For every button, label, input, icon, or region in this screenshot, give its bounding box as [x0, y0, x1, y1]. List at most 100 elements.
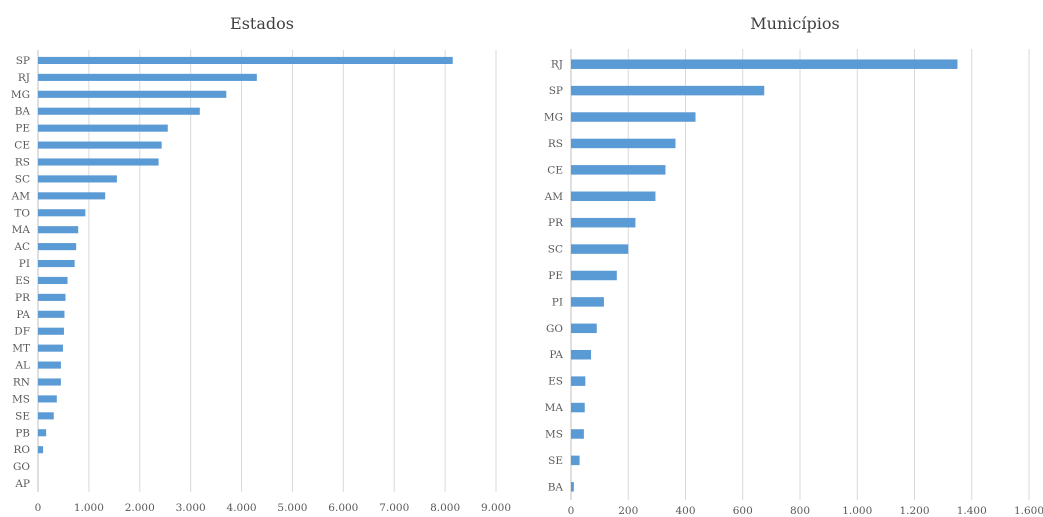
bar-ac	[38, 243, 77, 251]
category-label: RJ	[551, 59, 563, 71]
bar-pe	[571, 270, 617, 281]
category-label: AL	[14, 360, 30, 372]
x-tick-label: 800	[790, 505, 810, 517]
category-label: AC	[13, 241, 30, 253]
category-label: PE	[15, 123, 30, 135]
bar-rj	[38, 73, 257, 81]
category-label: GO	[546, 323, 563, 335]
category-label: MA	[545, 402, 564, 414]
bar-am	[38, 192, 106, 200]
category-label: TO	[14, 207, 30, 219]
bar-ce	[571, 165, 666, 175]
category-label: RS	[15, 157, 30, 169]
category-label: PI	[19, 258, 30, 270]
bar-pi	[38, 259, 75, 268]
x-tick-label: 8.000	[430, 502, 460, 514]
bar-pa	[571, 349, 592, 360]
x-tick-label: 9.000	[481, 502, 511, 514]
x-tick-label: 1.000	[74, 502, 104, 514]
bar-ce	[38, 141, 162, 149]
category-label: PA	[16, 309, 30, 321]
bar-pe	[38, 124, 168, 132]
bar-mt	[38, 344, 63, 352]
category-label: GO	[13, 461, 30, 473]
category-label: CE	[547, 164, 563, 176]
bar-pb	[38, 429, 47, 437]
category-label: PI	[552, 296, 563, 308]
x-tick-label: 400	[675, 505, 695, 517]
category-label: ES	[548, 376, 563, 388]
category-label: MT	[12, 343, 30, 355]
x-tick-label: 0	[568, 505, 575, 517]
category-label: MG	[544, 112, 563, 124]
category-label: SC	[548, 244, 563, 256]
bar-pr	[38, 293, 66, 301]
category-label: BA	[548, 481, 564, 493]
x-tick-label: 5.000	[277, 502, 307, 514]
bar-pa	[38, 310, 65, 318]
bar-rn	[38, 378, 61, 386]
bar-df	[38, 327, 64, 335]
category-label: PB	[15, 427, 30, 439]
bar-mg	[571, 112, 696, 122]
bar-sc	[38, 175, 117, 183]
category-label: AM	[544, 191, 564, 203]
x-tick-label: 1.200	[899, 505, 929, 517]
x-tick-label: 200	[618, 505, 638, 517]
category-label: AM	[11, 190, 31, 202]
bar-pr	[571, 217, 636, 228]
category-label: PR	[15, 292, 31, 304]
category-label: AP	[14, 478, 30, 490]
bar-sc	[571, 244, 629, 254]
bar-am	[571, 191, 656, 202]
bar-se	[571, 455, 580, 466]
category-label: RS	[548, 138, 563, 150]
bar-pi	[571, 297, 604, 307]
bar-ms	[38, 395, 57, 403]
x-tick-label: 0	[35, 502, 42, 514]
category-label: MA	[12, 224, 31, 236]
category-label: MS	[545, 428, 563, 440]
x-tick-label: 7.000	[379, 502, 409, 514]
bar-mg	[38, 90, 227, 98]
bar-to	[38, 209, 86, 217]
category-label: RN	[13, 377, 30, 389]
bar-al	[38, 361, 61, 369]
category-label: SP	[16, 55, 30, 67]
bar-rs	[571, 138, 676, 149]
bar-go	[571, 323, 597, 334]
chart-title: Estados	[230, 14, 294, 33]
bar-rj	[571, 59, 958, 69]
category-label: RJ	[18, 72, 30, 84]
bar-es	[571, 376, 586, 386]
x-tick-label: 1.600	[1014, 505, 1043, 517]
bar-sp	[571, 85, 765, 96]
category-label: SP	[549, 85, 563, 97]
category-label: ES	[15, 275, 30, 287]
chart-title: Municípios	[750, 14, 839, 33]
bar-ba	[571, 482, 574, 492]
category-label: SE	[15, 410, 30, 422]
x-tick-label: 1.400	[957, 505, 987, 517]
bar-se	[38, 412, 54, 420]
x-tick-label: 3.000	[176, 502, 206, 514]
x-tick-label: 6.000	[328, 502, 358, 514]
category-label: BA	[15, 106, 31, 118]
category-label: MG	[11, 89, 30, 101]
category-label: PR	[548, 217, 564, 229]
category-label: PA	[549, 349, 563, 361]
category-label: PE	[548, 270, 563, 282]
category-label: CE	[14, 140, 30, 152]
bar-ma	[38, 226, 79, 234]
bar-ms	[571, 429, 584, 439]
bar-ba	[38, 107, 200, 115]
category-label: SE	[548, 455, 563, 467]
x-tick-label: 600	[733, 505, 753, 517]
bar-ma	[571, 402, 585, 413]
x-tick-label: 1.000	[842, 505, 872, 517]
category-label: DF	[14, 326, 30, 338]
x-tick-label: 2.000	[125, 502, 155, 514]
